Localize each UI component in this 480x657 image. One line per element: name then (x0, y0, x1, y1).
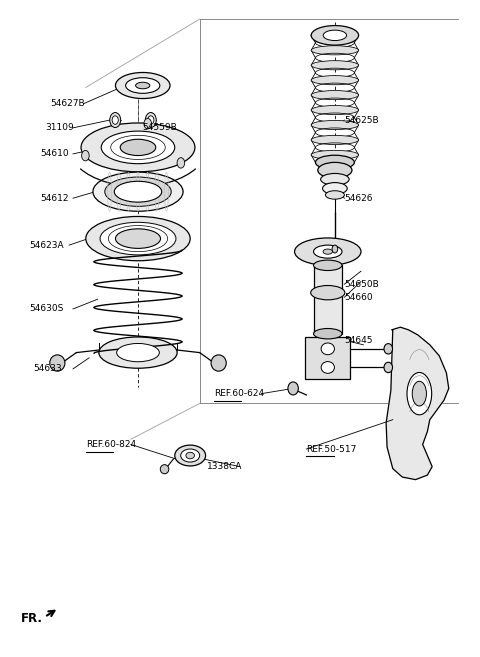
Ellipse shape (325, 191, 344, 199)
Ellipse shape (318, 162, 352, 178)
Ellipse shape (313, 260, 342, 271)
Ellipse shape (295, 238, 361, 265)
Ellipse shape (50, 355, 65, 371)
Text: 54650B: 54650B (344, 280, 379, 288)
Ellipse shape (332, 245, 338, 253)
Text: 54645: 54645 (344, 336, 373, 345)
Ellipse shape (311, 91, 359, 100)
Ellipse shape (126, 78, 160, 93)
Ellipse shape (321, 173, 349, 185)
Ellipse shape (321, 361, 335, 373)
Text: 54623A: 54623A (29, 240, 63, 250)
Ellipse shape (313, 328, 342, 339)
Ellipse shape (120, 139, 156, 156)
Ellipse shape (86, 216, 190, 261)
Ellipse shape (180, 449, 200, 462)
Ellipse shape (112, 116, 118, 124)
Bar (305, 337, 350, 379)
Ellipse shape (311, 286, 345, 300)
Ellipse shape (117, 344, 159, 362)
Text: REF.60-824: REF.60-824 (86, 440, 136, 449)
Text: 54559B: 54559B (143, 124, 178, 132)
Ellipse shape (315, 155, 354, 170)
Ellipse shape (101, 131, 175, 164)
Ellipse shape (311, 106, 359, 114)
Ellipse shape (175, 445, 205, 466)
Bar (313, 265, 342, 334)
Ellipse shape (114, 181, 162, 202)
Ellipse shape (99, 337, 177, 368)
Ellipse shape (116, 229, 160, 248)
Ellipse shape (136, 82, 150, 89)
Ellipse shape (311, 135, 359, 145)
Ellipse shape (384, 344, 393, 354)
Polygon shape (386, 327, 449, 480)
Ellipse shape (311, 60, 359, 70)
Ellipse shape (186, 452, 194, 459)
Ellipse shape (311, 46, 359, 55)
Ellipse shape (160, 464, 169, 474)
Ellipse shape (412, 381, 426, 406)
Ellipse shape (323, 30, 347, 41)
Text: 54627B: 54627B (50, 99, 85, 108)
Text: REF.60-624: REF.60-624 (214, 389, 264, 398)
Text: 54610: 54610 (41, 149, 69, 158)
Ellipse shape (100, 222, 176, 255)
Ellipse shape (116, 72, 170, 99)
Ellipse shape (110, 112, 120, 127)
Ellipse shape (82, 150, 89, 161)
Ellipse shape (144, 118, 152, 129)
Ellipse shape (323, 183, 347, 194)
Ellipse shape (384, 362, 393, 373)
Ellipse shape (288, 382, 299, 395)
Ellipse shape (313, 245, 342, 258)
Text: 1338CA: 1338CA (207, 462, 242, 471)
Ellipse shape (407, 373, 432, 415)
Text: 54630S: 54630S (29, 304, 63, 313)
Text: 54660: 54660 (344, 293, 373, 302)
Text: 31109: 31109 (46, 124, 74, 132)
Text: 54625B: 54625B (344, 116, 379, 125)
Ellipse shape (311, 76, 359, 85)
Text: 54626: 54626 (344, 194, 373, 203)
Ellipse shape (311, 150, 359, 160)
Text: 54612: 54612 (41, 194, 69, 203)
Ellipse shape (177, 158, 185, 168)
Ellipse shape (148, 116, 154, 124)
Text: REF.50-517: REF.50-517 (306, 445, 357, 453)
Ellipse shape (311, 31, 359, 40)
Ellipse shape (93, 172, 183, 212)
Ellipse shape (105, 177, 171, 206)
Ellipse shape (145, 112, 156, 127)
Ellipse shape (321, 343, 335, 355)
Text: 54633: 54633 (34, 365, 62, 373)
Text: FR.: FR. (21, 612, 43, 625)
Ellipse shape (81, 123, 195, 172)
Ellipse shape (211, 355, 226, 371)
Ellipse shape (311, 120, 359, 129)
Ellipse shape (323, 249, 333, 254)
Ellipse shape (311, 26, 359, 45)
